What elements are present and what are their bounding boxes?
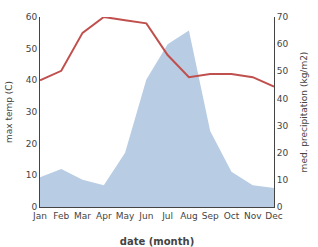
svg-text:max temp (C): max temp (C) xyxy=(4,81,14,143)
svg-text:Aug: Aug xyxy=(180,211,198,221)
svg-text:60: 60 xyxy=(277,39,289,49)
svg-text:May: May xyxy=(116,211,135,221)
svg-text:Jul: Jul xyxy=(161,211,173,221)
svg-text:10: 10 xyxy=(26,170,38,180)
svg-text:Feb: Feb xyxy=(53,211,69,221)
svg-text:70: 70 xyxy=(277,12,289,22)
svg-text:Sep: Sep xyxy=(202,211,219,221)
svg-text:Jun: Jun xyxy=(138,211,153,221)
svg-text:50: 50 xyxy=(26,44,38,54)
svg-text:20: 20 xyxy=(26,139,38,149)
svg-text:10: 10 xyxy=(277,175,289,185)
svg-text:50: 50 xyxy=(277,66,289,76)
svg-text:Jan: Jan xyxy=(32,211,47,221)
svg-text:40: 40 xyxy=(277,94,289,104)
svg-text:20: 20 xyxy=(277,148,289,158)
svg-text:Nov: Nov xyxy=(244,211,262,221)
svg-text:30: 30 xyxy=(26,107,38,117)
svg-text:60: 60 xyxy=(26,12,38,22)
svg-text:Dec: Dec xyxy=(265,211,282,221)
svg-text:Mar: Mar xyxy=(74,211,91,221)
svg-text:0: 0 xyxy=(31,202,37,212)
svg-text:0: 0 xyxy=(277,202,283,212)
svg-text:Apr: Apr xyxy=(96,211,112,221)
svg-text:Oct: Oct xyxy=(224,211,240,221)
svg-text:30: 30 xyxy=(277,121,289,131)
svg-text:40: 40 xyxy=(26,75,38,85)
svg-text:date (month): date (month) xyxy=(120,236,194,247)
svg-text:med. precipitation (kg/m2): med. precipitation (kg/m2) xyxy=(299,52,309,173)
